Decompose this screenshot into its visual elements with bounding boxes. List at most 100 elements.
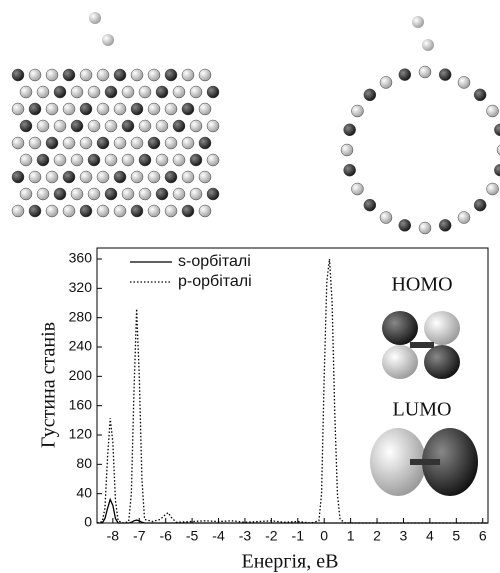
atom — [419, 66, 431, 78]
atom — [46, 171, 58, 183]
atom — [199, 171, 211, 183]
atom — [29, 137, 41, 149]
atom — [199, 103, 211, 115]
x-tick-label: 0 — [320, 528, 328, 544]
atom — [458, 76, 470, 88]
annotation: HOMO — [391, 274, 452, 296]
y-tick-label: 240 — [69, 338, 93, 354]
atom — [173, 154, 185, 166]
y-tick-label: 120 — [69, 426, 93, 442]
atom — [37, 86, 49, 98]
atom — [105, 86, 117, 98]
annotation: LUMO — [393, 399, 452, 421]
atom — [341, 144, 353, 156]
atom — [97, 137, 109, 149]
y-axis-label: Густина станів — [38, 322, 60, 448]
atom — [165, 69, 177, 81]
atom — [139, 86, 151, 98]
atom — [156, 86, 168, 98]
atom — [173, 120, 185, 132]
atom — [71, 86, 83, 98]
atom — [182, 205, 194, 217]
atom — [380, 76, 392, 88]
atom — [54, 188, 66, 200]
atom — [114, 171, 126, 183]
atom — [173, 188, 185, 200]
atom — [12, 205, 24, 217]
atom — [97, 205, 109, 217]
y-tick-label: 80 — [76, 455, 92, 471]
atom — [422, 39, 434, 51]
atom — [63, 137, 75, 149]
atom — [487, 105, 499, 117]
atom — [207, 86, 219, 98]
atom — [80, 171, 92, 183]
atom — [487, 183, 499, 195]
atom — [182, 171, 194, 183]
atom — [114, 69, 126, 81]
atom — [199, 205, 211, 217]
atom — [148, 171, 160, 183]
y-tick-label: 280 — [69, 308, 93, 324]
atom — [88, 120, 100, 132]
atom — [122, 154, 134, 166]
atom — [207, 188, 219, 200]
atom — [190, 154, 202, 166]
atom — [131, 205, 143, 217]
x-tick-label: 1 — [347, 528, 355, 544]
atom — [20, 154, 32, 166]
atom — [156, 188, 168, 200]
atom — [399, 69, 411, 81]
atom — [474, 199, 486, 211]
y-tick-label: 40 — [76, 484, 92, 500]
atom — [37, 154, 49, 166]
x-axis-label: Енергія, еВ — [242, 551, 339, 573]
atom — [71, 154, 83, 166]
atom — [80, 103, 92, 115]
atom — [105, 188, 117, 200]
x-tick-label: -1 — [292, 528, 305, 544]
y-tick-label: 200 — [69, 367, 93, 383]
atom — [63, 69, 75, 81]
atom — [190, 188, 202, 200]
atom — [182, 137, 194, 149]
x-tick-label: 3 — [400, 528, 408, 544]
atom — [46, 69, 58, 81]
atom — [199, 69, 211, 81]
atom — [148, 137, 160, 149]
atom — [412, 16, 424, 28]
atom — [114, 103, 126, 115]
y-tick-label: 0 — [84, 514, 92, 530]
atom — [165, 205, 177, 217]
atom — [131, 171, 143, 183]
atom — [439, 69, 451, 81]
atom — [29, 171, 41, 183]
atom — [474, 89, 486, 101]
atom — [165, 103, 177, 115]
x-tick-label: -7 — [133, 528, 146, 544]
atom — [458, 212, 470, 224]
x-tick-label: -3 — [239, 528, 252, 544]
atom — [364, 199, 376, 211]
atom — [105, 154, 117, 166]
atom — [131, 103, 143, 115]
atom — [207, 120, 219, 132]
y-tick-label: 160 — [69, 396, 93, 412]
atom — [29, 103, 41, 115]
atom — [419, 222, 431, 234]
atom — [207, 154, 219, 166]
atom — [148, 205, 160, 217]
atom — [54, 120, 66, 132]
atom — [12, 69, 24, 81]
x-tick-label: 6 — [479, 528, 487, 544]
atom — [114, 205, 126, 217]
atom — [102, 34, 114, 46]
atom — [20, 86, 32, 98]
atom — [131, 137, 143, 149]
atom — [148, 69, 160, 81]
atom — [12, 103, 24, 115]
molecule-images — [12, 12, 500, 234]
atom — [54, 86, 66, 98]
x-tick-label: 4 — [426, 528, 434, 544]
atom — [80, 205, 92, 217]
